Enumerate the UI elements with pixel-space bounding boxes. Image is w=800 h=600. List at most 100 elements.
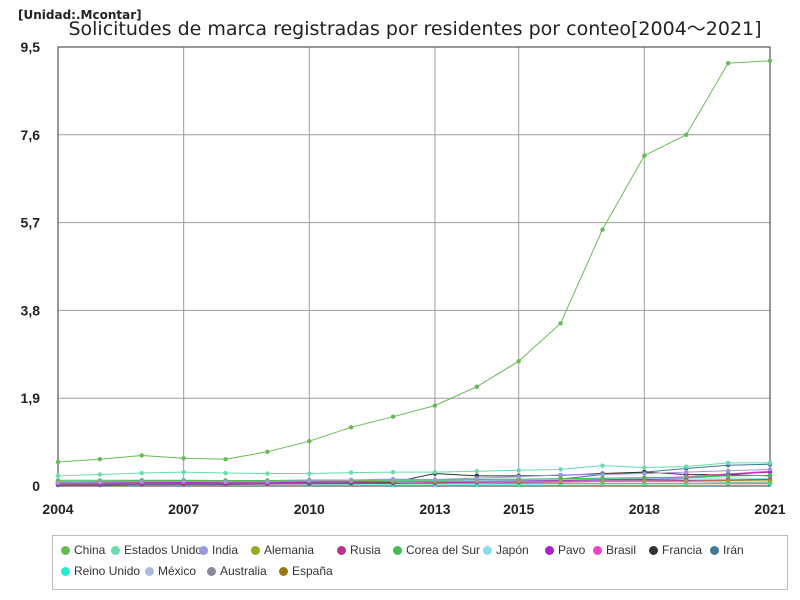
data-point-india <box>684 469 689 475</box>
legend-item-alemania: Alemania <box>251 543 314 557</box>
data-point-corea-del-sur <box>767 473 773 478</box>
x-tick-label: 2018 <box>629 501 660 517</box>
legend-label: Alemania <box>264 543 315 557</box>
data-point-estados-unidos <box>139 470 144 476</box>
data-point-corea-del-sur <box>642 475 647 480</box>
data-point-china <box>307 438 312 444</box>
data-point-india <box>558 472 563 478</box>
legend-marker <box>710 546 719 555</box>
legend-marker <box>207 567 216 576</box>
data-point-alemania <box>474 479 480 484</box>
data-point-china <box>684 132 689 137</box>
data-point-alemania <box>558 479 563 484</box>
legend-label: India <box>212 543 239 557</box>
legend-marker <box>251 546 260 555</box>
data-point-china <box>348 425 354 430</box>
legend-marker <box>61 567 70 576</box>
data-point-india <box>516 474 521 479</box>
data-point-estados-unidos <box>767 460 773 466</box>
x-tick-label: 2021 <box>754 501 785 517</box>
data-point-estados-unidos <box>474 469 480 474</box>
legend-marker <box>393 546 402 555</box>
data-point-alemania <box>767 478 773 484</box>
data-point-estados-unidos <box>642 465 647 470</box>
data-point-estados-unidos <box>558 467 563 472</box>
data-point-estados-unidos <box>348 470 354 475</box>
series-line-rusia <box>58 479 771 485</box>
data-point-india <box>139 479 144 485</box>
legend-label: México <box>158 564 197 578</box>
y-tick-label: 9,5 <box>21 39 41 55</box>
legend-label: España <box>292 564 333 578</box>
legend-item-espana: España <box>279 564 333 578</box>
series-line-india <box>57 468 771 484</box>
data-point-estados-unidos <box>307 471 312 476</box>
data-point-estados-unidos <box>390 469 396 475</box>
data-point-india <box>642 471 647 476</box>
legend-marker <box>61 546 70 555</box>
legend-item-estados-unidos: Estados Unidos <box>111 543 208 557</box>
y-tick-label: 7,6 <box>21 127 41 143</box>
data-point-india <box>348 477 354 483</box>
plot-area <box>58 47 770 486</box>
data-point-estados-unidos <box>516 468 521 473</box>
data-point-corea-del-sur <box>684 475 689 480</box>
data-point-corea-del-sur <box>600 475 605 481</box>
data-point-estados-unidos <box>97 472 103 477</box>
legend-marker <box>199 546 208 555</box>
unit-label: [Unidad:.Mcontar] <box>18 8 142 22</box>
data-point-china <box>642 153 647 158</box>
legend-marker <box>593 546 602 555</box>
data-point-china <box>558 321 563 326</box>
data-point-china <box>600 227 605 232</box>
data-point-corea-del-sur <box>725 473 731 479</box>
legend-label: Australia <box>220 564 267 578</box>
data-point-india <box>600 472 605 477</box>
legend-label: Japón <box>496 543 529 557</box>
data-point-china <box>181 456 186 461</box>
legend-item-japon: Japón <box>483 543 529 557</box>
data-point-india <box>55 480 61 485</box>
data-point-alemania <box>600 479 605 484</box>
series-line-corea-del-sur <box>58 474 771 482</box>
legend-marker <box>279 567 288 576</box>
data-point-alemania <box>725 478 731 484</box>
data-point-china <box>390 414 396 419</box>
series-line-china <box>57 60 771 463</box>
data-point-india <box>725 468 731 473</box>
legend-item-brasil: Brasil <box>593 543 636 557</box>
data-point-estados-unidos <box>684 464 689 469</box>
legend-marker <box>111 546 120 555</box>
legend-label: Francia <box>662 543 703 557</box>
legend-label: Reino Unido <box>74 564 141 578</box>
legend-label: Pavo <box>558 543 586 557</box>
data-point-india <box>767 467 773 472</box>
legend-label: Brasil <box>606 543 637 557</box>
legend-marker <box>337 546 346 555</box>
x-tick-label: 2015 <box>503 501 534 517</box>
legend-marker <box>649 546 658 555</box>
x-tick-label: 2007 <box>168 501 199 517</box>
data-point-estados-unidos <box>600 463 605 468</box>
data-point-china <box>767 58 773 64</box>
legend-marker <box>483 546 492 555</box>
legend-label: Irán <box>723 543 744 557</box>
data-point-india <box>265 479 270 485</box>
data-point-india <box>223 479 228 485</box>
legend-item-china: China <box>61 543 105 557</box>
y-tick-label: 0 <box>32 478 40 494</box>
series-line-estados-unidos <box>57 462 770 477</box>
data-point-china <box>139 453 144 458</box>
y-tick-label: 5,7 <box>21 215 41 231</box>
legend-item-australia: Australia <box>207 564 267 578</box>
data-point-estados-unidos <box>55 473 61 479</box>
data-point-estados-unidos <box>223 470 228 476</box>
legend-item-francia: Francia <box>649 543 702 557</box>
data-point-china <box>223 456 228 462</box>
data-point-alemania <box>516 479 521 484</box>
legend-item-rusia: Rusia <box>337 543 381 557</box>
legend-item-pavo: Pavo <box>545 543 585 557</box>
legend-label: Corea del Sur <box>406 543 481 557</box>
data-point-alemania <box>684 479 689 484</box>
